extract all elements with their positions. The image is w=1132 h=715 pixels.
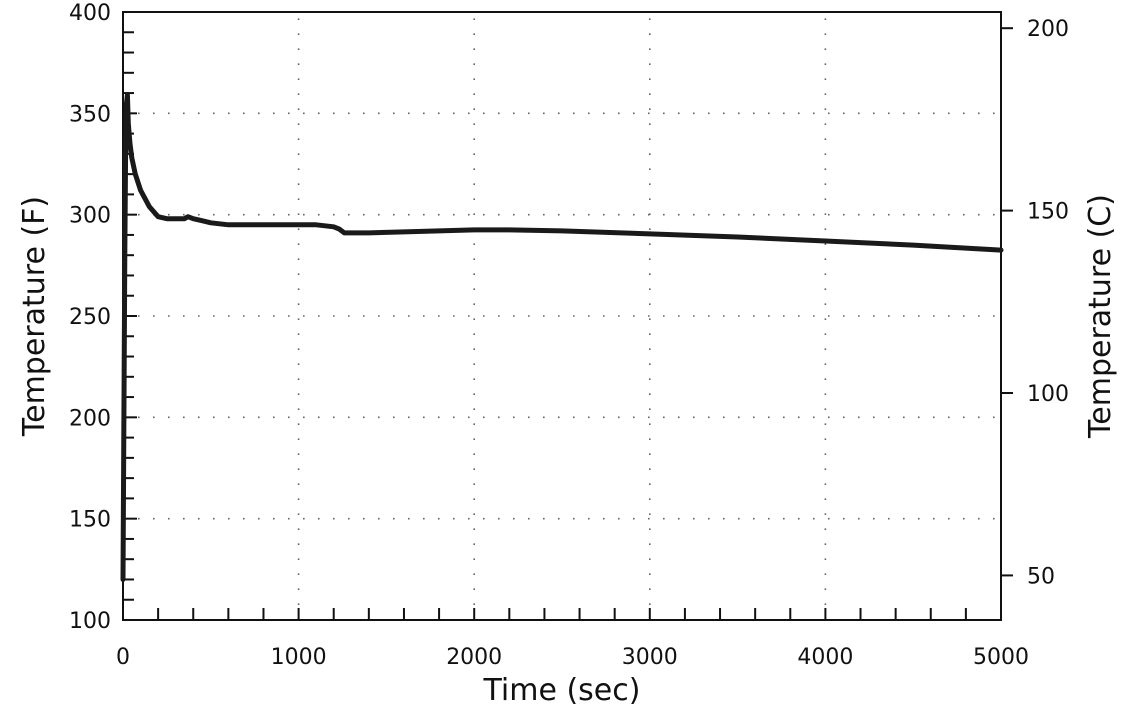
y-axis-title: Temperature (F) (17, 196, 52, 437)
y2-axis-title: Temperature (C) (1083, 194, 1118, 439)
ticks (122, 11, 1013, 621)
series-line (120, 92, 1004, 582)
y2-tick-label: 100 (1027, 382, 1069, 407)
plot-frame (122, 11, 1002, 621)
y-tick-label: 200 (69, 406, 111, 431)
y-tick-label: 400 (69, 1, 111, 26)
grid (123, 12, 1001, 620)
x-tick-label: 4000 (797, 645, 853, 670)
y2-tick-label: 50 (1027, 564, 1055, 589)
y-tick-label: 250 (69, 305, 111, 330)
tick-labels: 0 1000 2000 3000 4000 5000 100 150 200 250 300 350 4… (69, 1, 1069, 670)
y-tick-label: 100 (69, 609, 111, 634)
y-tick-label: 300 (69, 204, 111, 229)
x-tick-label: 0 (116, 645, 130, 670)
x-tick-label: 1000 (271, 645, 327, 670)
x-tick-label: 3000 (622, 645, 678, 670)
x-tick-label: 2000 (446, 645, 502, 670)
x-tick-label: 5000 (973, 645, 1029, 670)
x-axis-title: Time (sec) (483, 673, 641, 708)
y-tick-label: 350 (69, 102, 111, 127)
y-tick-label: 150 (69, 508, 111, 533)
y2-tick-label: 200 (1027, 17, 1069, 42)
y2-tick-label: 150 (1027, 200, 1069, 225)
